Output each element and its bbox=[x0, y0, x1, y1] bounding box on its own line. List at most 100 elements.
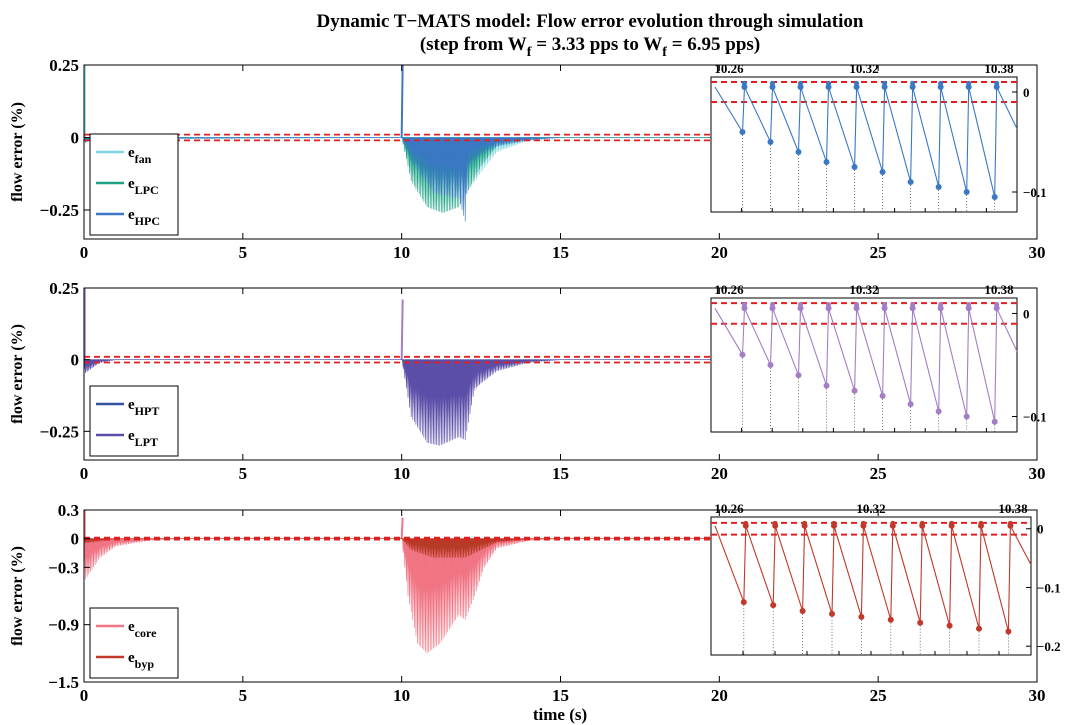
inset-y-tick-label: 0 bbox=[1023, 306, 1030, 321]
inset-box bbox=[710, 297, 1018, 433]
inset-trough-point bbox=[887, 616, 894, 623]
y-tick-label: 0 bbox=[71, 351, 80, 370]
x-tick-label: 20 bbox=[711, 464, 728, 483]
inset-peak-point bbox=[853, 84, 860, 90]
inset-trough-point bbox=[851, 164, 858, 170]
inset-trough-point bbox=[851, 387, 858, 394]
inset-peak-point bbox=[937, 305, 944, 312]
inset-peak-point bbox=[909, 305, 916, 312]
inset-trough-point bbox=[879, 392, 886, 399]
inset-peak-point bbox=[797, 305, 804, 312]
spike-e_HPT bbox=[400, 299, 404, 360]
inset-y-tick-label: −0.2 bbox=[1037, 639, 1061, 654]
inset-peak-point-upper bbox=[910, 80, 916, 86]
series-e_byp bbox=[84, 537, 721, 558]
legend-label-byp: ebyp bbox=[128, 650, 154, 671]
inset-x-tick-label: 10.38 bbox=[998, 501, 1028, 516]
inset-peak-point-upper bbox=[798, 80, 804, 86]
inset-peak-point bbox=[825, 305, 832, 312]
inset-x-tick-label: 10.26 bbox=[714, 501, 744, 516]
y-tick-label: 0 bbox=[71, 129, 80, 148]
inset-peak-point-upper bbox=[798, 302, 804, 308]
inset-peak-point-upper bbox=[882, 80, 888, 86]
x-tick-label: 30 bbox=[1029, 686, 1046, 705]
y-tick-label: −0.25 bbox=[40, 422, 79, 441]
x-tick-label: 25 bbox=[870, 686, 887, 705]
series-e_HPC bbox=[84, 136, 720, 222]
inset-trough-point bbox=[823, 382, 830, 389]
inset-peak-point bbox=[965, 84, 972, 90]
y-axis-label: flow error (%) bbox=[9, 546, 26, 646]
x-axis-label: time (s) bbox=[533, 705, 587, 724]
inset-peak-point-upper bbox=[966, 302, 972, 308]
inset-peak-point bbox=[965, 305, 972, 312]
inset-peak-point bbox=[741, 84, 748, 90]
inset-x-tick-label: 10.38 bbox=[984, 282, 1014, 297]
x-tick-label: 0 bbox=[80, 464, 89, 483]
inset-sawtooth bbox=[714, 523, 1032, 632]
inset-bottom: 10.26 10.32 10.38 0 −0.1 −0.2 bbox=[710, 501, 1061, 656]
inset-trough-point bbox=[1005, 628, 1012, 635]
legend-label-fan: efan bbox=[128, 145, 152, 166]
inset-trough-point bbox=[767, 362, 774, 368]
inset-peak-point bbox=[993, 84, 1000, 90]
inset-trough-point bbox=[879, 169, 886, 175]
inset-box bbox=[710, 516, 1032, 656]
series-e_LPC bbox=[84, 136, 720, 213]
inset-trough-point bbox=[991, 418, 998, 425]
inset-middle: 10.26 10.32 10.38 0 −0.1 bbox=[710, 282, 1047, 433]
inset-trough-point bbox=[907, 401, 914, 408]
inset-x-tick-label: 10.26 bbox=[714, 61, 744, 76]
inset-trough-point bbox=[829, 610, 835, 617]
x-tick-label: 15 bbox=[552, 464, 569, 483]
x-tick-label: 25 bbox=[870, 464, 887, 483]
x-tick-label: 5 bbox=[239, 464, 248, 483]
y-axis-label: flow error (%) bbox=[9, 102, 26, 202]
inset-peak-point-upper bbox=[826, 302, 832, 308]
x-tick-label: 0 bbox=[80, 686, 89, 705]
inset-sawtooth bbox=[714, 86, 1018, 198]
inset-trough-point bbox=[740, 599, 747, 606]
inset-y-tick-label: −0.1 bbox=[1023, 185, 1047, 200]
inset-peak-point-upper bbox=[802, 520, 808, 526]
series-e_HPT bbox=[84, 358, 721, 423]
inset-trough-point bbox=[935, 408, 942, 415]
y-tick-label: −1.5 bbox=[48, 673, 79, 692]
y-tick-label: −0.9 bbox=[48, 616, 79, 635]
legend-label-LPC: eLPC bbox=[128, 176, 159, 197]
inset-trough-point bbox=[963, 413, 970, 420]
inset-trough-point bbox=[823, 159, 830, 165]
inset-peak-point-upper bbox=[743, 520, 749, 526]
x-tick-label: 0 bbox=[80, 243, 89, 262]
inset-peak-point bbox=[853, 305, 860, 312]
inset-trough-point bbox=[739, 129, 746, 135]
legend-label-HPT: eHPT bbox=[128, 397, 159, 418]
inset-x-tick-label: 10.32 bbox=[856, 501, 885, 516]
y-tick-label: 0.25 bbox=[49, 56, 79, 75]
inset-y-tick-label: 0 bbox=[1023, 85, 1030, 100]
inset-trough-point bbox=[799, 607, 806, 614]
x-tick-label: 10 bbox=[393, 686, 410, 705]
series-e_core bbox=[84, 537, 721, 654]
inset-peak-point-upper bbox=[978, 520, 984, 526]
inset-peak-point-upper bbox=[949, 520, 955, 526]
y-tick-label: 0.25 bbox=[49, 279, 79, 298]
inset-peak-point-upper bbox=[966, 80, 972, 86]
inset-peak-point-upper bbox=[994, 80, 1000, 86]
inset-peak-point bbox=[769, 305, 776, 312]
x-tick-label: 10 bbox=[393, 464, 410, 483]
legend-label-LPT: eLPT bbox=[128, 428, 158, 449]
inset-peak-point-upper bbox=[741, 80, 747, 86]
inset-y-tick-label: 0 bbox=[1037, 522, 1044, 537]
x-tick-label: 20 bbox=[711, 686, 728, 705]
inset-peak-point-upper bbox=[994, 302, 1000, 308]
inset-trough-point bbox=[767, 139, 774, 145]
inset-x-tick-label: 10.32 bbox=[849, 61, 878, 76]
inset-peak-point-upper bbox=[882, 302, 888, 308]
panel-bottom: 0 5 10 15 20 25 30 0.3 0 −0.3 −0.9 −1.5 flow error (… bbox=[9, 501, 1061, 705]
plot-area bbox=[84, 288, 721, 446]
inset-sawtooth bbox=[714, 308, 1018, 422]
x-tick-label: 15 bbox=[552, 686, 569, 705]
inset-peak-point-upper bbox=[890, 520, 896, 526]
